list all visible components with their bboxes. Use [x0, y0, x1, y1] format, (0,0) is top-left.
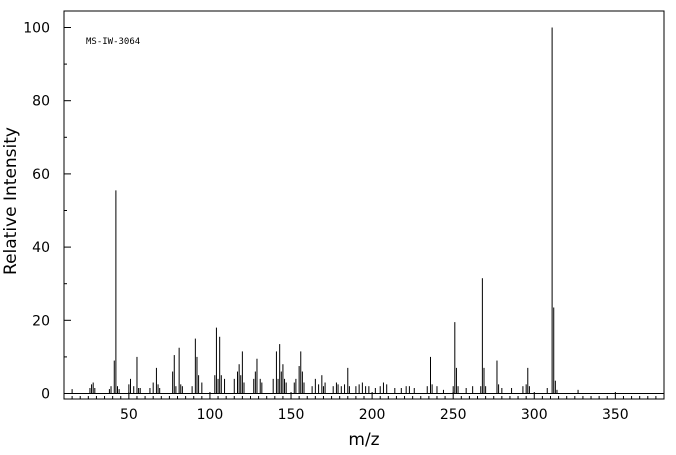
y-axis-ticks: 0 20 40 60 80 100 [23, 21, 71, 403]
x-tick-label: 150 [278, 407, 305, 423]
x-tick-label: 300 [521, 407, 548, 423]
sample-id-annotation: MS-IW-3064 [86, 37, 140, 47]
plot-frame [63, 10, 665, 400]
y-axis-label: Relative Intensity [1, 127, 21, 275]
x-axis-label: m/z [348, 430, 379, 450]
x-axis-ticks: 50 100 150 200 250 300 350 [63, 392, 665, 423]
y-tick-label: 0 [41, 387, 50, 403]
y-tick-label: 60 [32, 167, 50, 183]
y-tick-label: 80 [32, 94, 50, 110]
y-tick-label: 20 [32, 313, 50, 329]
x-tick-label: 100 [197, 407, 224, 423]
x-tick-label: 50 [120, 407, 138, 423]
y-tick-label: 40 [32, 240, 50, 256]
x-tick-label: 250 [440, 407, 467, 423]
x-tick-label: 200 [359, 407, 386, 423]
x-tick-label: 350 [602, 407, 629, 423]
peaks-group [64, 27, 664, 394]
y-tick-label: 100 [23, 21, 50, 37]
